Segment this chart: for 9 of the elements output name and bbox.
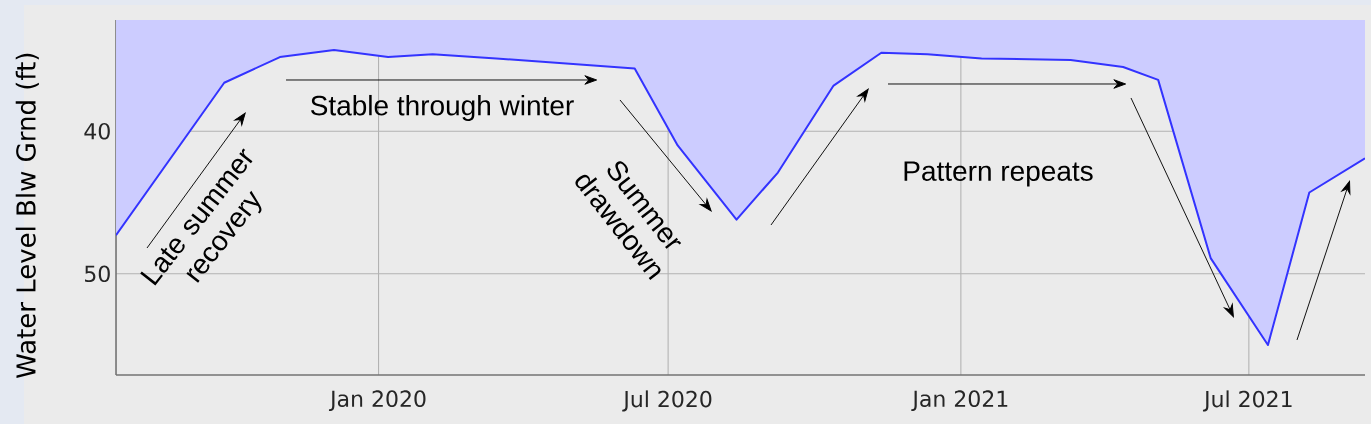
y-tick-label: 50 — [85, 265, 110, 283]
y-tick-label: 40 — [84, 122, 110, 140]
y-axis-title: Water Level Blw Grnd (ft) — [15, 53, 39, 379]
x-tick-label: Jan 2020 — [328, 390, 426, 412]
x-tick-label: Jul 2021 — [1202, 390, 1292, 412]
annotation: Pattern repeats — [904, 161, 1093, 187]
annotation: Stable through winter — [310, 94, 574, 122]
x-tick-label: Jul 2020 — [622, 390, 712, 412]
x-tick-label: Jan 2021 — [911, 390, 1008, 412]
